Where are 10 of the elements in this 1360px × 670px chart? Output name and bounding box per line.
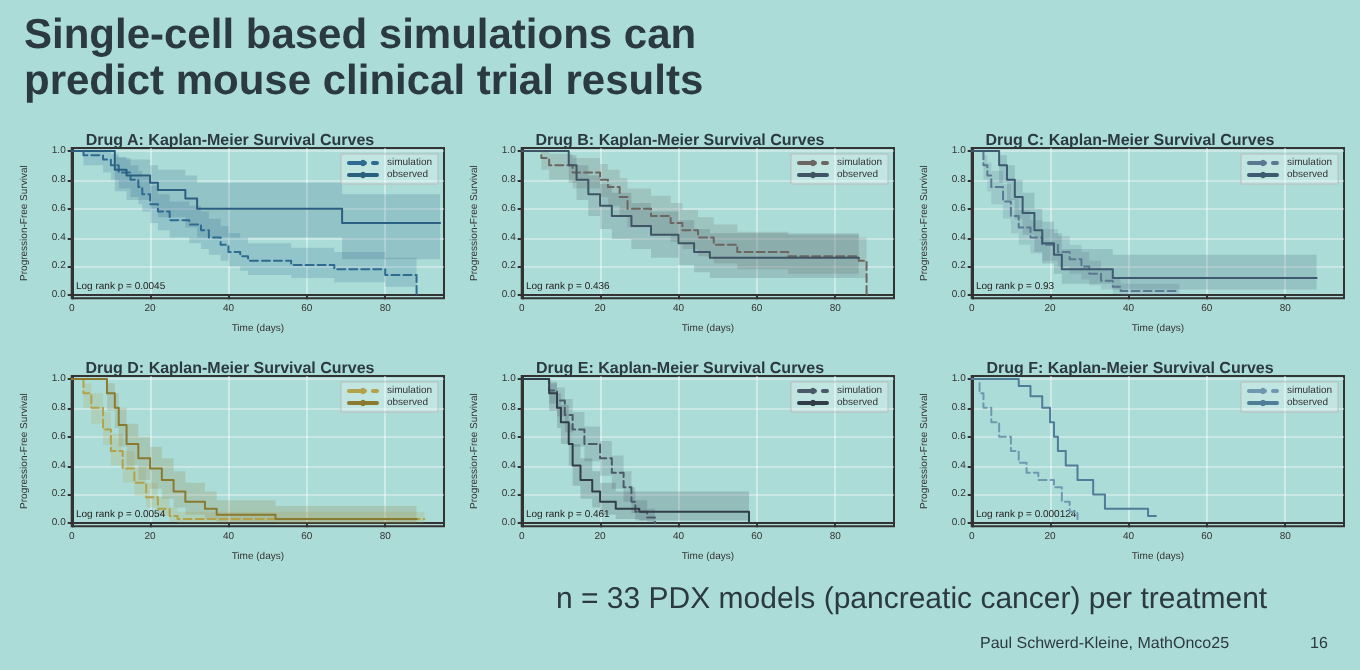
chart-title: Drug B: Kaplan-Meier Survival Curves (535, 131, 826, 149)
chart-title: Drug E: Kaplan-Meier Survival Curves (535, 359, 826, 377)
chart-title: Drug D: Kaplan-Meier Survival Curves (85, 359, 376, 377)
text: Single-cell based simulations can predict mouse clinical trial results (24, 12, 706, 104)
chart-title: Drug C: Kaplan-Meier Survival Curves (985, 131, 1276, 149)
chart-title: Drug A: Kaplan-Meier Survival Curves (85, 131, 376, 149)
text: n = 33 PDX models (pancreatic cancer) per treatment (556, 582, 1268, 616)
text: 16 (1310, 634, 1328, 652)
chart-title: Drug F: Kaplan-Meier Survival Curves (986, 359, 1275, 377)
text: Paul Schwerd-Kleine, MathOnco25 (980, 634, 1230, 652)
